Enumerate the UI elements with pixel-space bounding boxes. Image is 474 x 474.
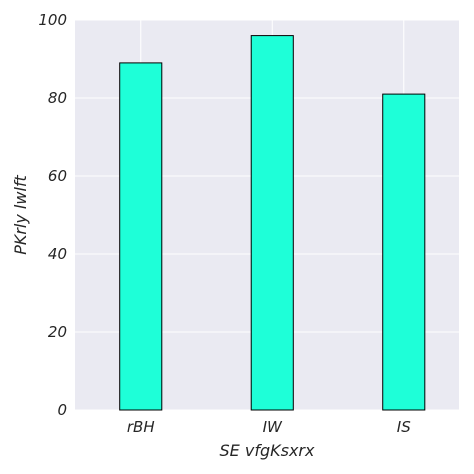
x-tick-labels: rBH IW IS [127, 418, 411, 436]
y-tick-label-0: 0 [57, 401, 67, 419]
bar-rBH [119, 62, 163, 411]
y-tick-label-20: 20 [48, 323, 67, 341]
y-tick-label-40: 40 [48, 245, 67, 263]
bars [119, 35, 426, 411]
y-tick-labels: 0 20 40 60 80 100 [38, 11, 67, 419]
y-tick-label-80: 80 [48, 89, 67, 107]
x-tick-label-IS: IS [397, 418, 411, 436]
x-axis-label: SE vfgKsxrx [220, 441, 315, 460]
bar-IS [382, 93, 426, 411]
y-tick-label-100: 100 [38, 11, 67, 29]
y-axis-label: PKrly lwlft [11, 174, 30, 254]
x-tick-label-IW: IW [263, 418, 283, 436]
bar-IW [250, 35, 294, 411]
x-tick-label-rBH: rBH [127, 418, 155, 436]
y-tick-label-60: 60 [48, 167, 67, 185]
